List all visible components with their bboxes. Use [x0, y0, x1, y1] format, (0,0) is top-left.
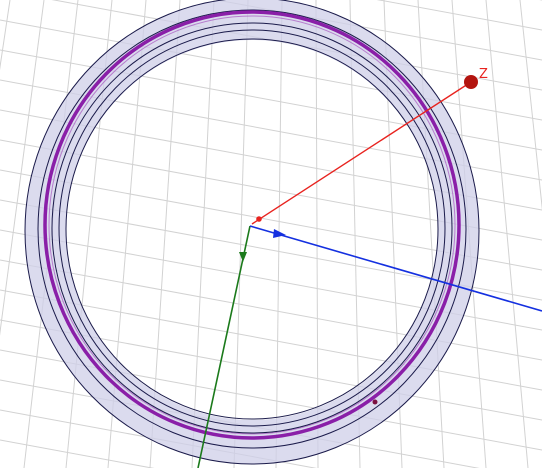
ring-outer-band — [25, 0, 480, 464]
grid-line — [0, 259, 542, 361]
grid-line — [0, 289, 542, 391]
ring-edge-2 — [37, 9, 467, 449]
grid-line — [376, 0, 542, 31]
y-axis-line — [197, 225, 251, 468]
grid-line — [0, 439, 155, 468]
z-axis-line — [251, 81, 472, 225]
ring-inner-edge — [65, 38, 439, 420]
grid-line — [0, 0, 45, 336]
ring-path-marker — [372, 399, 378, 405]
ring-edge-3 — [51, 22, 453, 434]
ring-path-curve-inner — [48, 15, 456, 435]
grid-line — [315, 0, 319, 468]
grid-line — [0, 0, 11, 71]
z-axis-tip[interactable] — [464, 75, 478, 89]
grid-line — [233, 0, 249, 468]
ring-model[interactable] — [24, 0, 480, 465]
x-axis-line — [249, 225, 542, 312]
ring-outer-edge — [24, 0, 480, 465]
z-axis-label: Z — [479, 67, 488, 82]
y-axis-arrow — [239, 252, 247, 262]
grid-line — [191, 0, 215, 468]
x-axis-arrow — [273, 229, 286, 238]
ring-path-curve — [43, 10, 461, 440]
ring-edge-4 — [58, 29, 446, 427]
grid-line — [519, 0, 542, 211]
coordinate-axes: Z — [197, 67, 542, 468]
origin-point — [256, 216, 262, 222]
grid-line — [149, 0, 181, 468]
grid-line — [0, 19, 542, 121]
